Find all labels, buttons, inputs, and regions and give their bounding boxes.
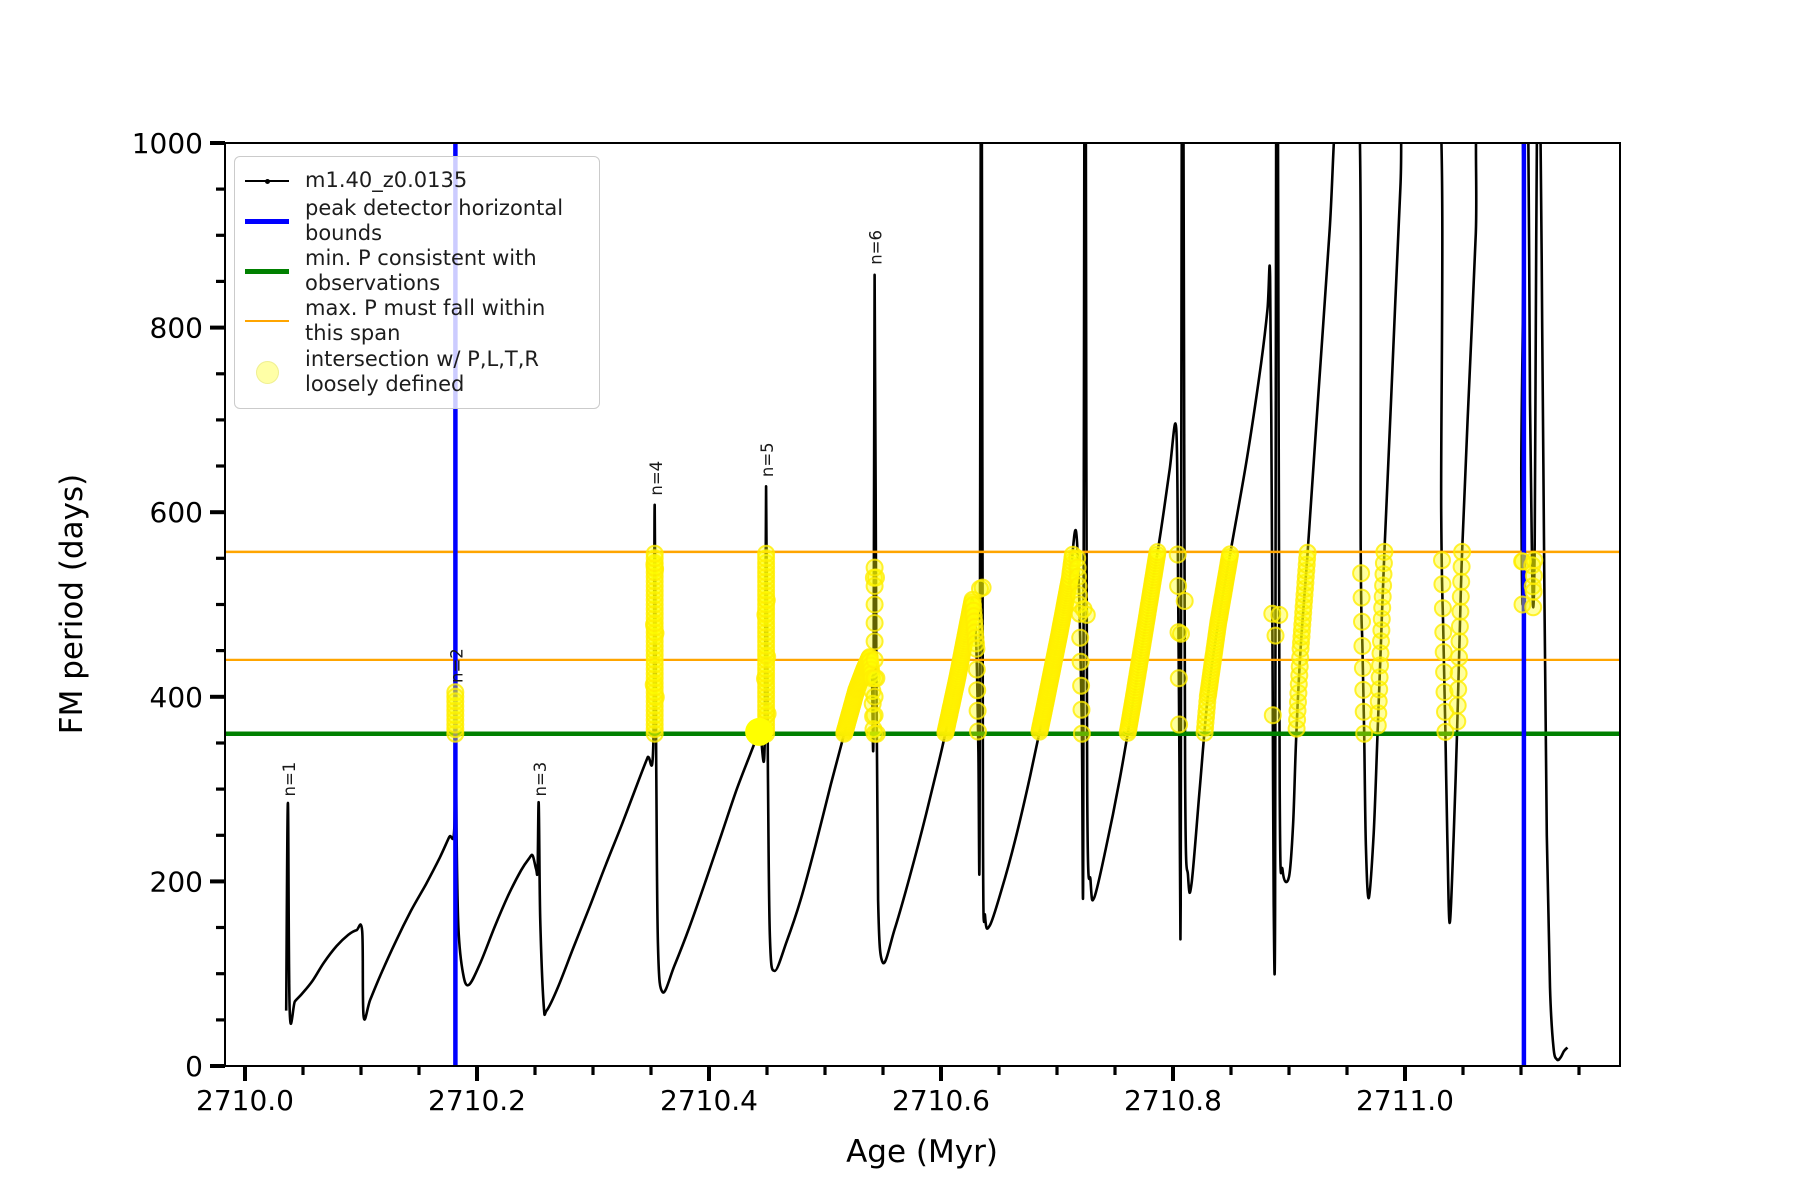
legend-label: min. P consistent with observations (305, 246, 537, 295)
legend-item-max-p: max. P must fall within this span (245, 296, 587, 346)
legend-item-intersection: intersection w/ P,L,T,R loosely defined (245, 346, 587, 398)
svg-text:2710.0: 2710.0 (196, 1084, 294, 1117)
legend: m1.40_z0.0135 peak detector horizontal b… (234, 156, 600, 409)
svg-text:2710.2: 2710.2 (428, 1084, 526, 1117)
svg-text:n=6: n=6 (867, 230, 886, 265)
series-line-icon (245, 179, 289, 184)
svg-text:0: 0 (185, 1050, 203, 1083)
svg-text:n=2: n=2 (447, 648, 466, 683)
svg-text:1000: 1000 (132, 127, 203, 160)
resonance-annotations: n=1 n=2 n=3 n=4 n=5 n=6 (280, 230, 886, 796)
y-tick-labels: 0 200 400 600 800 1000 (132, 127, 203, 1083)
series-curve (284, 143, 1569, 1062)
svg-text:n=5: n=5 (758, 442, 777, 477)
legend-item-series: m1.40_z0.0135 (245, 165, 587, 196)
big-intersection-dot (745, 717, 774, 746)
green-line-icon (245, 268, 289, 274)
svg-text:2710.8: 2710.8 (1124, 1084, 1222, 1117)
max-p-span-lines (225, 550, 1620, 662)
svg-text:2711.0: 2711.0 (1356, 1084, 1454, 1117)
legend-label: peak detector horizontal bounds (305, 196, 564, 245)
svg-text:n=1: n=1 (280, 762, 299, 797)
legend-item-peak-bounds: peak detector horizontal bounds (245, 196, 587, 246)
legend-label: m1.40_z0.0135 (305, 168, 468, 192)
x-axis-label: Age (Myr) (846, 1134, 998, 1170)
svg-text:2710.4: 2710.4 (660, 1084, 758, 1117)
svg-text:n=3: n=3 (531, 762, 550, 797)
x-tick-labels: 2710.0 2710.2 2710.4 2710.6 2710.8 2711.0 (196, 1084, 1454, 1117)
orange-line-icon (245, 319, 289, 323)
x-axis-ticks (243, 1066, 1581, 1081)
svg-text:2710.6: 2710.6 (892, 1084, 990, 1117)
blue-line-icon (245, 218, 289, 224)
legend-label: max. P must fall within this span (305, 296, 546, 345)
y-axis-ticks (210, 141, 225, 1068)
svg-text:800: 800 (150, 312, 203, 345)
svg-text:n=4: n=4 (647, 461, 666, 496)
yellow-dot-icon (245, 360, 289, 384)
intersection-highlights (446, 542, 1544, 746)
svg-text:600: 600 (150, 496, 203, 529)
svg-text:200: 200 (150, 865, 203, 898)
legend-label: intersection w/ P,L,T,R loosely defined (305, 347, 539, 396)
y-axis-label: FM period (days) (54, 473, 90, 735)
svg-text:400: 400 (150, 681, 203, 714)
legend-item-min-p: min. P consistent with observations (245, 246, 587, 296)
